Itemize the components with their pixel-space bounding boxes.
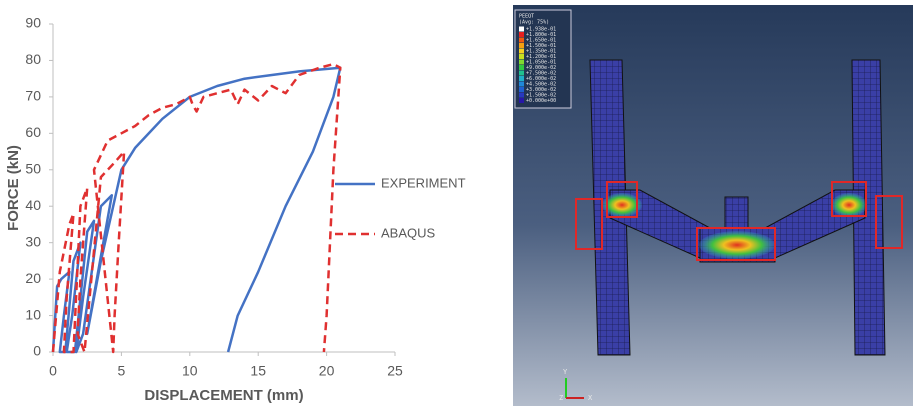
fe-legend-swatch [519, 71, 524, 76]
y-tick-label: 70 [25, 88, 41, 104]
fe-legend-swatch [519, 82, 524, 87]
y-tick-label: 60 [25, 124, 41, 140]
x-tick-label: 5 [118, 363, 126, 379]
fe-stub [725, 197, 748, 229]
legend-label: ABAQUS [381, 225, 436, 240]
y-tick-label: 50 [25, 160, 41, 176]
legend-label: EXPERIMENT [381, 175, 466, 190]
x-axis-label: DISPLACEMENT (mm) [144, 387, 303, 404]
x-tick-label: 10 [182, 363, 198, 379]
page: {"chart_data": {"type": "line", "x_label… [0, 0, 913, 406]
x-tick-label: 25 [387, 363, 403, 379]
triad-label: Z [559, 394, 563, 402]
y-tick-label: 80 [25, 51, 41, 67]
y-axis-label: FORCE (kN) [5, 145, 22, 231]
y-tick-label: 30 [25, 233, 41, 249]
fe-legend-swatch [519, 60, 524, 65]
figure: DISPLACEMENT (mm) FORCE (kN) 01020304050… [0, 0, 913, 406]
fe-panel: PEEQT (Avg: 75%) +1.938e-01+1.800e-01+1.… [513, 5, 913, 406]
fe-hotspot [699, 231, 775, 259]
fe-legend-swatch [519, 38, 524, 43]
fe-legend-swatch [519, 76, 524, 81]
chart: DISPLACEMENT (mm) FORCE (kN) 01020304050… [5, 15, 466, 404]
fe-legend-swatch [519, 32, 524, 37]
series-line [53, 64, 340, 352]
fe-legend-swatch [519, 54, 524, 59]
fe-legend-value: +0.000e+00 [526, 98, 556, 104]
y-tick-label: 40 [25, 197, 41, 213]
fe-legend-swatch [519, 43, 524, 48]
y-tick-label: 20 [25, 270, 41, 286]
fe-legend-swatch [519, 27, 524, 32]
fe-legend-sub: (Avg: 75%) [519, 20, 549, 26]
y-tick-label: 0 [33, 343, 41, 359]
y-tick-label: 90 [25, 15, 41, 31]
fe-legend-swatch [519, 49, 524, 54]
fe-legend-swatch [519, 98, 524, 103]
x-tick-label: 20 [319, 363, 335, 379]
fe-hotspot [831, 193, 867, 217]
x-tick-label: 15 [250, 363, 266, 379]
y-tick-label: 10 [25, 306, 41, 322]
fe-legend-swatch [519, 93, 524, 98]
fe-legend-swatch [519, 65, 524, 70]
x-tick-label: 0 [49, 363, 57, 379]
fe-legend-swatch [519, 87, 524, 92]
